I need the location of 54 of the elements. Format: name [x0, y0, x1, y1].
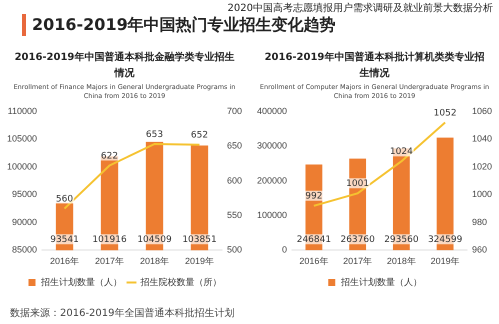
y-tick-label: 100000 [256, 210, 288, 220]
y2-tick-label: 550 [226, 210, 242, 220]
data-label: 324599 [428, 235, 463, 246]
data-label: 560 [56, 194, 74, 204]
x-tick-label: 2018年 [140, 256, 170, 266]
x-tick-label: 2019年 [184, 256, 214, 266]
x-tick-label: 2017年 [343, 256, 372, 266]
y-tick-label: 95000 [12, 189, 38, 200]
data-label: 246841 [296, 235, 332, 246]
y2-tick-label: 650 [226, 140, 242, 151]
legend-label: 招生计划数量（人） [40, 276, 122, 287]
y2-tick-label: 1060 [472, 106, 492, 116]
y2-tick-label: 700 [226, 106, 242, 116]
y2-tick-label: 1000 [472, 189, 492, 200]
data-label: 1001 [346, 179, 370, 190]
data-label: 293560 [384, 235, 419, 246]
data-label: 101916 [92, 235, 127, 246]
y-tick-label: 105000 [6, 134, 38, 144]
y-tick-label: 200000 [256, 175, 288, 186]
x-tick-label: 2019年 [430, 256, 460, 266]
source-note: 数据来源：2016-2019年全国普通本科批招生计划 [10, 306, 235, 320]
y2-tick-label: 980 [472, 216, 488, 227]
data-label: 1052 [434, 108, 457, 118]
data-label: 104509 [137, 235, 172, 246]
y-tick-label: 90000 [12, 216, 38, 227]
y-tick-label: 85000 [12, 244, 38, 255]
data-label: 992 [305, 192, 322, 202]
data-label: 93541 [50, 235, 79, 246]
text: 2016-2019年中国热门专业招生变化趋势 [22, 14, 336, 36]
x-tick-label: 2016年 [299, 256, 328, 266]
chart-title: 2016-2019年中国普通本科批计算机类类专业招生情况 [264, 50, 486, 81]
legend-label: 招生计划数量（人） [340, 276, 422, 287]
y2-tick-label: 960 [472, 244, 488, 255]
y2-tick-label: 1040 [472, 134, 492, 144]
x-tick-label: 2017年 [95, 256, 124, 266]
y-tick-label: 110000 [8, 106, 38, 116]
x-tick-label: 2016年 [50, 256, 80, 266]
y-tick-label: 300000 [256, 140, 288, 151]
legend-label: 招生院校数量（所） [140, 276, 222, 287]
data-label: 653 [146, 130, 164, 140]
data-label: 1024 [390, 147, 414, 158]
y2-tick-label: 600 [226, 175, 242, 186]
data-label: 103851 [182, 235, 217, 246]
data-label: 652 [190, 130, 208, 141]
y-tick-label: 100000 [6, 161, 38, 172]
y2-tick-label: 1020 [472, 161, 492, 172]
data-label: 263760 [340, 235, 376, 246]
x-tick-label: 2018年 [386, 256, 416, 266]
chart-title: 2016-2019年中国普通本科批金融学类专业招生情况 [14, 50, 236, 81]
y2-tick-label: 500 [226, 244, 242, 255]
y-tick-label: 0 [282, 244, 288, 255]
text: 2020中国高考志愿填报用户需求调研及就业前景大数据分析 [228, 2, 493, 15]
data-label: 622 [100, 151, 118, 162]
y-tick-label: 400000 [256, 106, 288, 116]
